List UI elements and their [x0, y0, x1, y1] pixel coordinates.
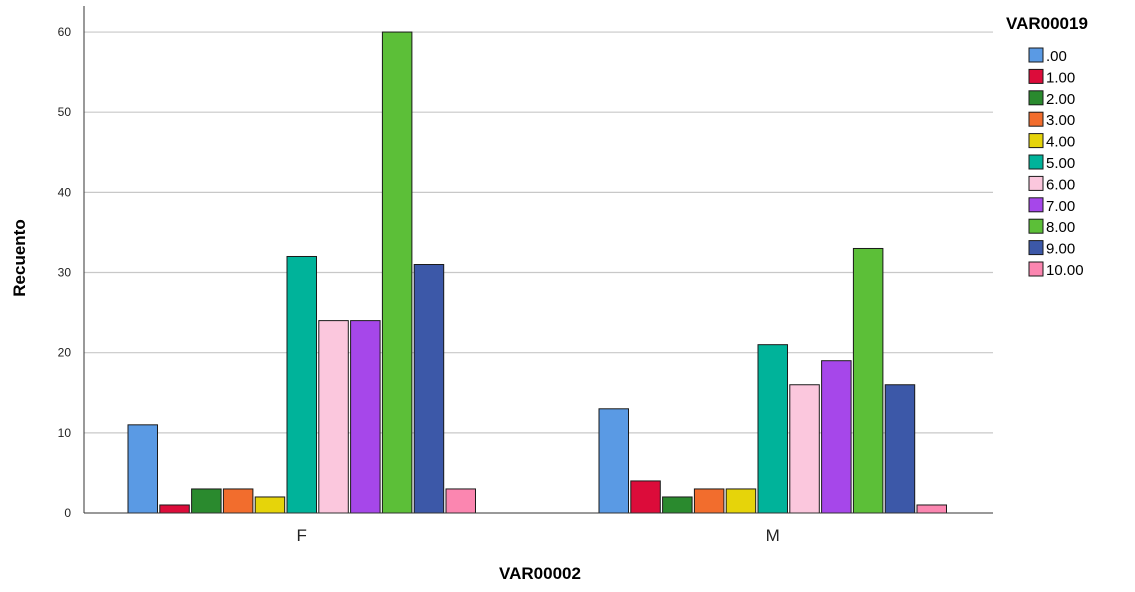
legend-swatch [1028, 197, 1044, 213]
legend-label: 10.00 [1046, 262, 1084, 279]
legend-swatch [1028, 218, 1044, 234]
x-axis-title: VAR00002 [499, 564, 581, 583]
bar-M-600 [789, 384, 820, 514]
y-tick-label: 40 [58, 185, 72, 199]
bar-F-800 [381, 31, 413, 514]
bar-M-800 [852, 247, 884, 514]
legend-title: VAR00019 [1006, 14, 1088, 33]
bar-M-1000 [916, 504, 947, 514]
y-tick-label: 0 [64, 506, 71, 520]
legend-swatch [1028, 68, 1044, 84]
axes: 0 10 20 30 40 50 60 F M [58, 6, 993, 545]
bar-M-100 [630, 480, 661, 514]
legend-label: 9.00 [1046, 241, 1075, 258]
bar-F-200 [191, 488, 222, 514]
legend-swatch [1028, 133, 1044, 149]
y-tick-label: 10 [58, 426, 72, 440]
legend-label: 2.00 [1046, 91, 1075, 108]
legend-label: 4.00 [1046, 134, 1075, 151]
bar-M-200 [662, 496, 693, 514]
y-tick-label: 50 [58, 105, 72, 119]
x-tick-label: F [297, 526, 307, 545]
bar-F-100 [159, 504, 190, 514]
bar-F-1000 [445, 488, 476, 514]
bar-M-300 [693, 488, 725, 514]
y-tick-label: 30 [58, 266, 72, 280]
legend-label: 6.00 [1046, 176, 1075, 193]
bar-F-300 [222, 488, 254, 514]
legend-swatch [1028, 111, 1044, 127]
legend-label: 3.00 [1046, 112, 1075, 129]
bar-M-700 [821, 360, 852, 514]
y-tick-label: 20 [58, 346, 72, 360]
legend-label: 8.00 [1046, 219, 1075, 236]
bar-F-600 [318, 320, 349, 514]
bars [127, 31, 947, 514]
bar-M-500 [757, 344, 788, 514]
legend-swatch [1028, 240, 1044, 256]
legend-swatch [1028, 175, 1044, 191]
bar-F-700 [350, 320, 381, 514]
legend-swatch [1028, 261, 1044, 277]
bar-M-400 [725, 488, 757, 514]
bar-F-00 [127, 424, 158, 514]
legend-label: 1.00 [1046, 69, 1075, 86]
legend-label: .00 [1046, 48, 1067, 65]
y-tick-label: 60 [58, 25, 72, 39]
legend-swatch [1028, 154, 1044, 170]
bar-M-00 [598, 408, 629, 514]
bar-M-900 [884, 384, 916, 514]
y-axis-title: Recuento [10, 219, 29, 296]
bar-F-400 [254, 496, 286, 514]
legend-swatch [1028, 47, 1044, 63]
legend-swatch [1028, 90, 1044, 106]
bar-F-900 [413, 264, 445, 514]
bar-F-500 [286, 255, 317, 514]
legend-label: 7.00 [1046, 198, 1075, 215]
legend-label: 5.00 [1046, 155, 1075, 172]
x-tick-label: M [766, 526, 780, 545]
legend: VAR00019 .00 1.00 2.00 3.00 4.00 5.00 6.00 7.00 8… [1006, 14, 1088, 279]
